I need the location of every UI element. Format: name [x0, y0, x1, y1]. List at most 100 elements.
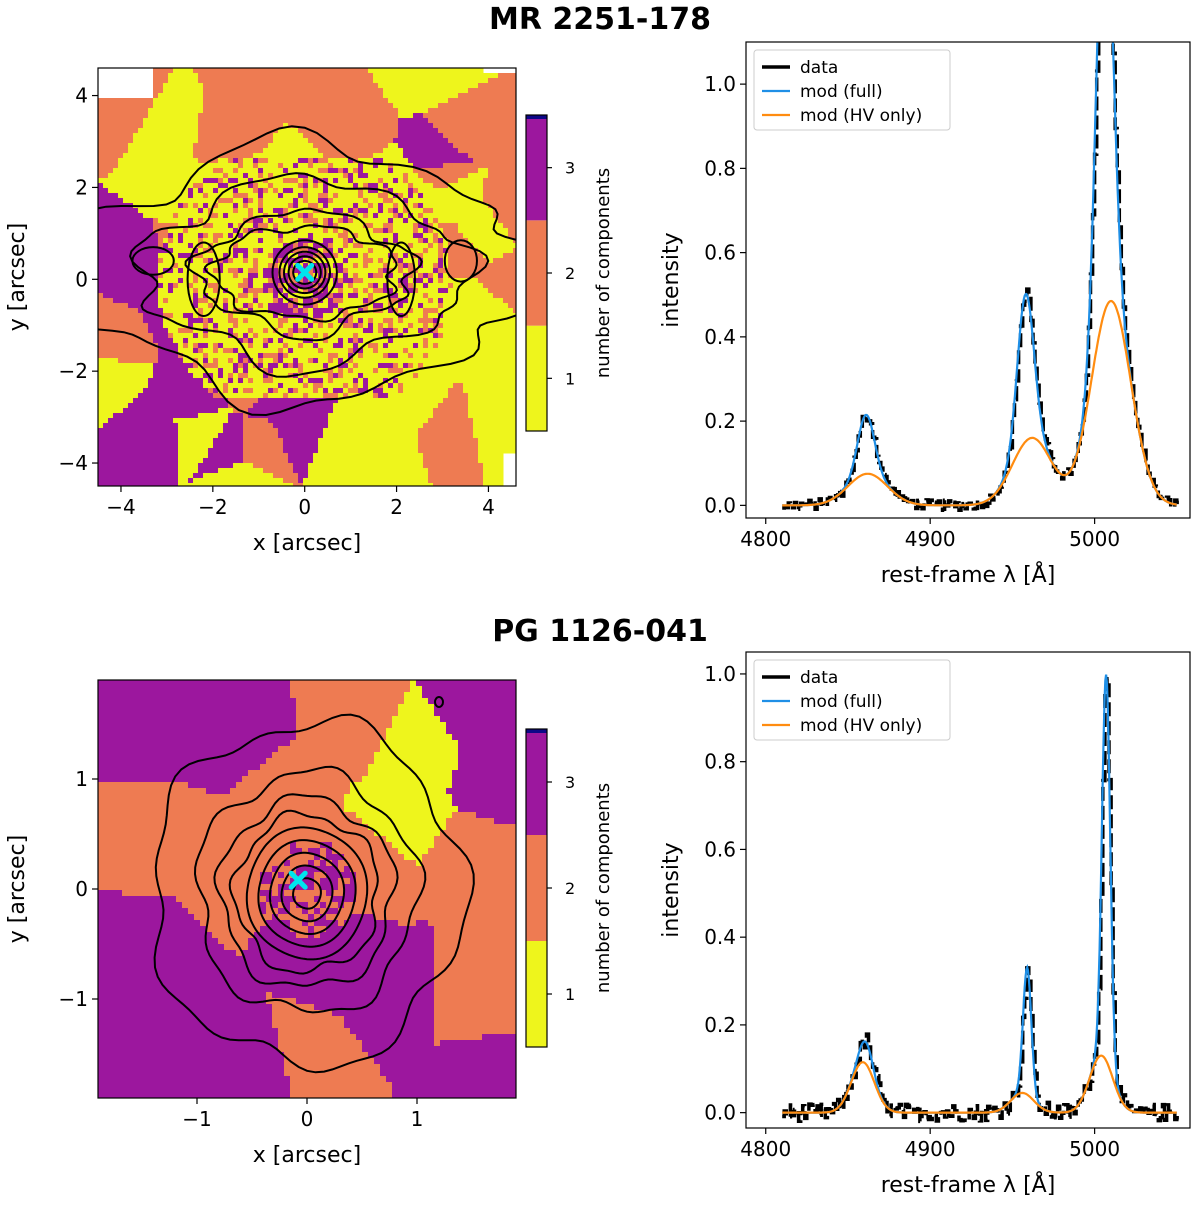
map-mr2251-cell — [188, 283, 194, 289]
map-mr2251-cell — [158, 218, 164, 224]
map-mr2251-cell — [268, 288, 274, 294]
map-mr2251-cell — [278, 178, 284, 184]
map-mr2251-cell — [108, 358, 114, 364]
map-mr2251-cell — [223, 203, 229, 209]
map-mr2251-cell — [308, 203, 314, 209]
map-mr2251-cell — [253, 268, 259, 274]
map-mr2251-cell — [113, 363, 119, 369]
map-mr2251-cell — [318, 363, 324, 369]
map-mr2251-cell — [333, 193, 339, 199]
map-mr2251-cell — [308, 123, 314, 129]
map-mr2251-cell — [363, 348, 369, 354]
map-mr2251-cell — [313, 98, 319, 104]
map-mr2251-cell — [203, 373, 209, 379]
map-mr2251-cell — [258, 148, 264, 154]
map-mr2251-cell — [233, 363, 239, 369]
map-mr2251-cell — [313, 78, 319, 84]
map-mr2251-cell — [193, 433, 199, 439]
map-mr2251-cell — [163, 143, 169, 149]
map-mr2251-cell — [163, 198, 169, 204]
map-mr2251-cell — [133, 228, 139, 234]
map-mr2251-cell — [218, 198, 224, 204]
map-mr2251-cell — [138, 278, 144, 284]
map-mr2251-cell — [358, 238, 364, 244]
map-mr2251-cell — [343, 138, 349, 144]
map-mr2251-cell — [213, 108, 219, 114]
map-mr2251-cell — [168, 273, 174, 279]
map-mr2251-cell — [188, 458, 194, 464]
map-mr2251-cell — [208, 148, 214, 154]
map-mr2251-cell — [313, 68, 319, 74]
map-mr2251-cell — [173, 458, 179, 464]
map-mr2251-cell — [303, 128, 309, 134]
map-mr2251-cell — [133, 208, 139, 214]
map-mr2251-cell — [158, 293, 164, 299]
map-mr2251-cell — [208, 458, 214, 464]
map-mr2251-cell — [258, 338, 264, 344]
map-mr2251-cell — [393, 148, 399, 154]
map-mr2251-cell — [283, 318, 289, 324]
map-mr2251-cell — [393, 438, 399, 444]
map-mr2251-cell — [103, 233, 109, 239]
map-mr2251-cell — [163, 438, 169, 444]
map-mr2251-cell — [153, 308, 159, 314]
map-mr2251-cell — [253, 293, 259, 299]
map-mr2251-cell — [113, 278, 119, 284]
map-mr2251-cell — [198, 428, 204, 434]
map-mr2251-cell — [133, 343, 139, 349]
map-mr2251-cell — [238, 443, 244, 449]
map-mr2251-cell — [108, 408, 114, 414]
map-mr2251-cell — [253, 183, 259, 189]
map-mr2251-cell — [393, 133, 399, 139]
map-mr2251-cell — [288, 478, 294, 484]
map-mr2251-cell — [123, 223, 129, 229]
map-mr2251-cell — [158, 483, 164, 486]
map-mr2251-cell — [108, 433, 114, 439]
map-mr2251-cell — [188, 373, 194, 379]
map-mr2251-cell — [163, 78, 169, 84]
map-mr2251-cell — [308, 233, 314, 239]
map-mr2251-cell — [313, 188, 319, 194]
map-mr2251-cell — [278, 203, 284, 209]
map-mr2251-cell — [188, 358, 194, 364]
map-mr2251-cell — [138, 333, 144, 339]
map-mr2251-cell — [268, 253, 274, 259]
map-mr2251-cell — [98, 288, 104, 294]
map-mr2251-cell — [208, 453, 214, 459]
map-mr2251-cell — [138, 183, 144, 189]
map-mr2251-cell — [293, 113, 299, 119]
map-mr2251-cell — [208, 433, 214, 439]
map-mr2251-cell — [188, 308, 194, 314]
map-mr2251-cell — [133, 448, 139, 454]
map-mr2251-cell — [153, 78, 159, 84]
map-mr2251-cell — [173, 378, 179, 384]
map-mr2251-cell — [338, 473, 344, 479]
map-mr2251-cell — [393, 213, 399, 219]
map-mr2251-cell — [248, 378, 254, 384]
map-mr2251-cell — [338, 378, 344, 384]
map-mr2251-cell — [368, 398, 374, 404]
map-mr2251-cell — [203, 473, 209, 479]
map-mr2251-cell — [333, 233, 339, 239]
map-mr2251-cell — [123, 458, 129, 464]
map-mr2251-cell — [133, 483, 139, 486]
map-mr2251-cell — [108, 273, 114, 279]
map-mr2251-cell — [283, 418, 289, 424]
map-mr2251-cell — [268, 418, 274, 424]
map-mr2251-cell — [118, 348, 124, 354]
map-mr2251-cell — [288, 183, 294, 189]
map-mr2251-cell — [343, 193, 349, 199]
map-mr2251-cell — [188, 438, 194, 444]
map-mr2251-cell — [238, 193, 244, 199]
map-mr2251-cell — [328, 373, 334, 379]
map-mr2251-cell — [278, 218, 284, 224]
map-mr2251-cell — [323, 123, 329, 129]
map-mr2251-cell — [243, 403, 249, 409]
map-mr2251-cell — [323, 358, 329, 364]
map-mr2251-cell — [263, 378, 269, 384]
map-mr2251-cell — [388, 128, 394, 134]
map-mr2251-cell — [318, 448, 324, 454]
map-mr2251-cell — [218, 328, 224, 334]
map-mr2251-cell — [228, 383, 234, 389]
map-mr2251-cell — [173, 433, 179, 439]
